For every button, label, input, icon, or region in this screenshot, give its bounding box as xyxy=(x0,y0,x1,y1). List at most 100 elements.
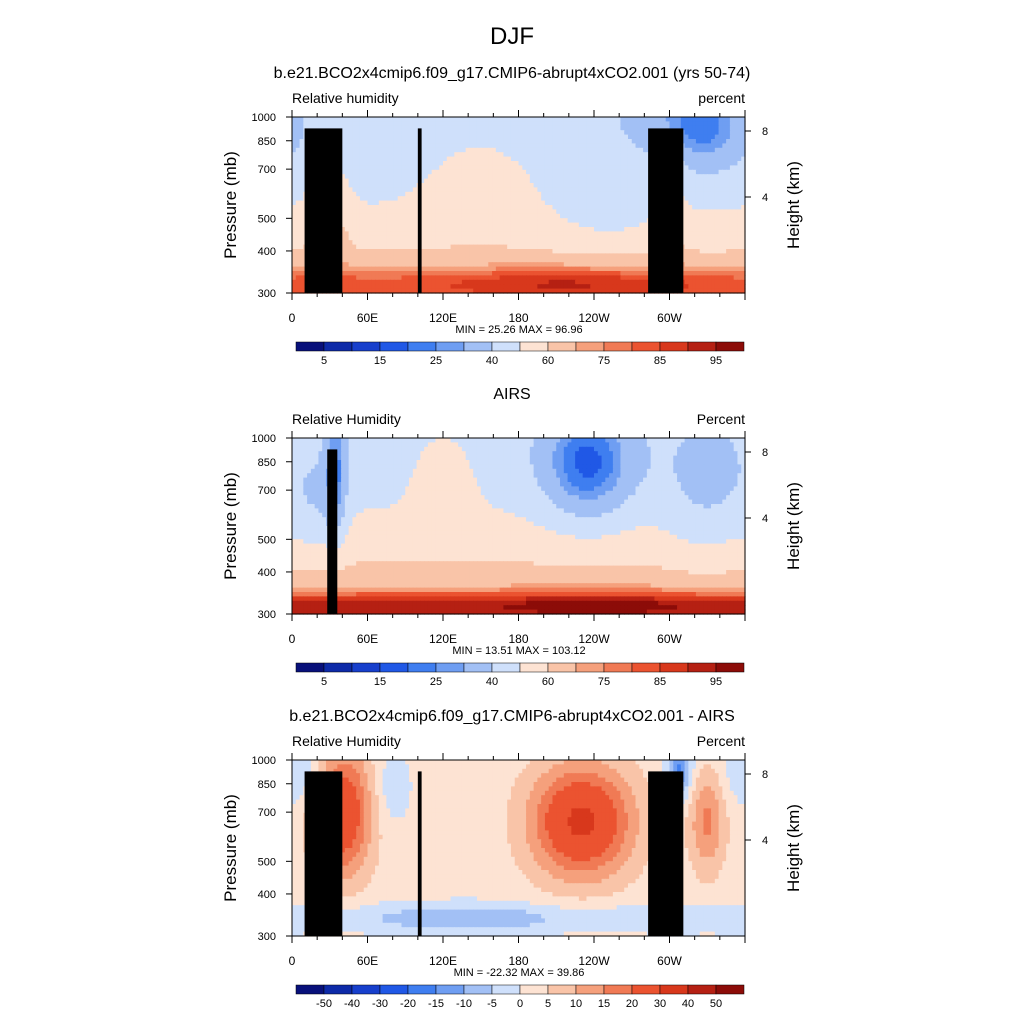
field-cell xyxy=(609,253,614,259)
field-cell xyxy=(703,222,708,228)
field-cell xyxy=(299,438,304,443)
field-cell xyxy=(707,125,712,131)
field-cell xyxy=(741,275,746,281)
field-cell xyxy=(707,279,712,285)
field-cell xyxy=(420,178,425,184)
field-cell xyxy=(295,165,301,171)
field-cell xyxy=(594,178,599,184)
field-cell xyxy=(405,143,410,149)
field-cell xyxy=(692,240,697,246)
field-cell xyxy=(537,152,542,158)
field-cell xyxy=(295,284,301,290)
field-cell xyxy=(409,165,414,171)
field-cell xyxy=(695,152,701,158)
field-cell xyxy=(688,174,693,180)
field-cell xyxy=(439,121,444,127)
field-cell xyxy=(458,165,463,171)
field-cell xyxy=(711,125,716,131)
field-cell xyxy=(348,438,354,443)
field-cell xyxy=(560,174,565,180)
field-cell xyxy=(737,271,742,276)
field-cell xyxy=(341,209,346,215)
field-cell xyxy=(556,178,561,184)
field-cell xyxy=(405,156,410,162)
field-cell xyxy=(699,125,705,131)
field-cell xyxy=(378,249,384,254)
field-cell xyxy=(601,218,606,224)
field-cell xyxy=(556,227,561,232)
field-cell xyxy=(465,275,471,281)
field-cell xyxy=(567,284,572,290)
field-cell xyxy=(609,147,614,153)
field-cell xyxy=(473,227,478,232)
field-cell xyxy=(537,125,542,131)
field-cell xyxy=(575,213,580,219)
field-cell xyxy=(597,191,603,197)
field-cell xyxy=(420,183,425,188)
field-cell xyxy=(714,200,720,206)
field-cell xyxy=(695,288,701,294)
field-cell xyxy=(344,196,350,202)
field-cell xyxy=(473,240,478,246)
field-cell xyxy=(567,134,572,140)
field-cell xyxy=(639,134,644,140)
field-cell xyxy=(292,125,297,131)
field-cell xyxy=(443,117,448,122)
field-cell xyxy=(695,147,701,153)
field-cell xyxy=(541,275,546,281)
field-cell xyxy=(435,222,440,228)
field-cell xyxy=(465,288,471,294)
field-cell xyxy=(510,117,516,122)
field-cell xyxy=(363,143,369,149)
field-cell xyxy=(461,200,467,206)
field-cell xyxy=(299,130,304,136)
field-cell xyxy=(409,152,414,158)
field-cell xyxy=(465,218,471,224)
field-cell xyxy=(503,240,508,246)
field-cell xyxy=(729,235,735,241)
field-cell xyxy=(292,130,297,136)
field-cell xyxy=(397,143,403,149)
field-cell xyxy=(711,222,716,228)
field-cell xyxy=(722,240,727,246)
field-cell xyxy=(586,130,591,136)
field-cell xyxy=(639,288,644,294)
field-cell xyxy=(503,196,508,202)
field-cell xyxy=(382,174,387,180)
field-cell xyxy=(405,187,410,193)
field-cell xyxy=(624,227,629,232)
field-cell xyxy=(590,271,595,276)
field-cell xyxy=(684,253,689,259)
field-cell xyxy=(424,213,429,219)
field-cell xyxy=(292,121,297,127)
field-cell xyxy=(435,218,440,224)
field-cell xyxy=(590,262,595,268)
field-cell xyxy=(548,169,554,175)
field-cell xyxy=(560,288,565,294)
field-cell xyxy=(522,183,527,188)
field-cell xyxy=(401,147,406,153)
field-cell xyxy=(431,130,437,136)
field-cell xyxy=(529,284,535,290)
field-cell xyxy=(741,262,746,268)
field-cell xyxy=(375,438,380,443)
field-cell xyxy=(382,249,387,254)
field-cell xyxy=(454,222,459,228)
field-cell xyxy=(514,266,520,272)
field-cell xyxy=(699,156,705,162)
field-cell xyxy=(692,200,697,206)
field-cell xyxy=(684,121,689,127)
field-cell xyxy=(416,125,421,131)
field-cell xyxy=(722,117,727,122)
field-cell xyxy=(544,244,550,250)
field-cell xyxy=(548,235,554,241)
field-cell xyxy=(359,222,365,228)
field-cell xyxy=(639,266,644,272)
field-cell xyxy=(431,266,437,272)
field-cell xyxy=(688,152,693,158)
field-cell xyxy=(499,262,505,268)
field-cell xyxy=(299,275,304,281)
field-cell xyxy=(711,235,716,241)
field-cell xyxy=(643,169,648,175)
field-cell xyxy=(518,143,523,149)
